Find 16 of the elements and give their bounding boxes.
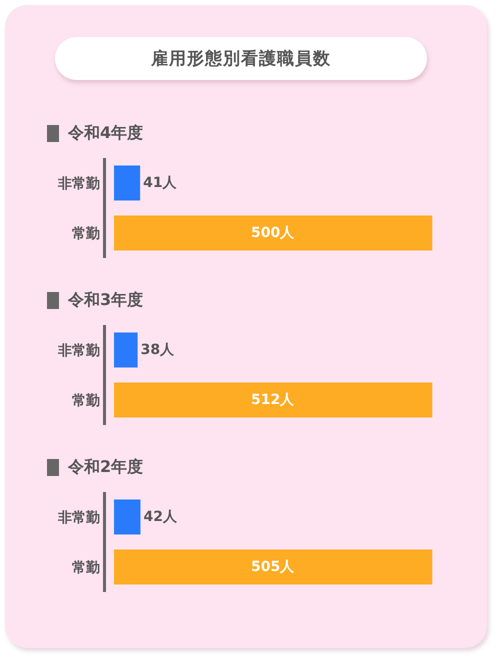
y-tick-label: 非常勤: [57, 510, 100, 526]
y-tick-label: 常勤: [72, 226, 100, 242]
data-label: 42人: [143, 509, 178, 525]
data-label: 41人: [143, 175, 178, 191]
y-tick-label: 常勤: [72, 560, 100, 576]
chart-title: 令和2年度: [68, 456, 144, 478]
data-label: 512人: [251, 392, 296, 408]
chart-title: 令和3年度: [68, 290, 144, 310]
y-tick-label: 常勤: [72, 392, 100, 409]
chart-title: 令和4年度: [68, 122, 144, 144]
data-label: 38人: [140, 342, 176, 358]
text: 雇用形態別看護職員数: [151, 48, 331, 70]
data-label: 500人: [251, 225, 296, 241]
y-tick-label: 非常勤: [57, 176, 100, 192]
data-label: 505人: [251, 559, 296, 575]
y-tick-label: 非常勤: [57, 342, 100, 359]
